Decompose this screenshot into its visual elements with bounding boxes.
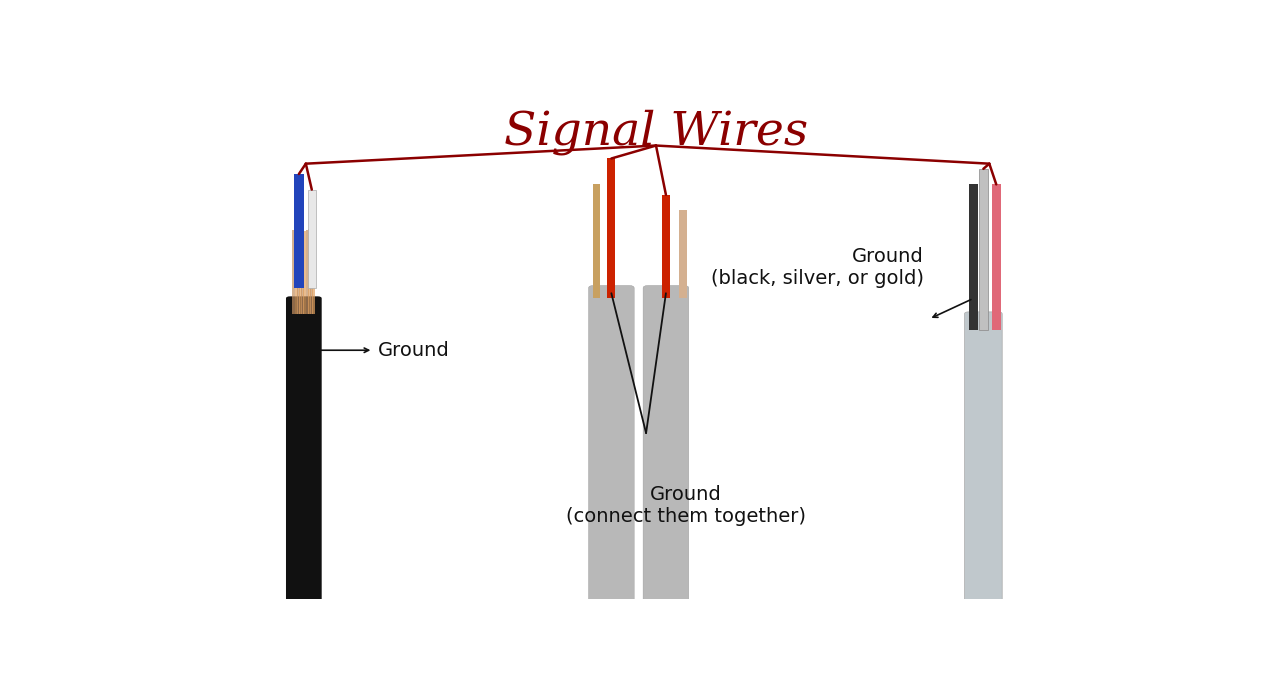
Bar xyxy=(608,159,616,298)
FancyBboxPatch shape xyxy=(965,312,1002,601)
Bar xyxy=(294,234,298,314)
Bar xyxy=(294,174,303,288)
FancyBboxPatch shape xyxy=(643,285,689,602)
FancyBboxPatch shape xyxy=(285,296,321,601)
Bar xyxy=(310,229,314,314)
Bar xyxy=(292,232,296,314)
FancyBboxPatch shape xyxy=(589,285,634,602)
Text: Ground
(connect them together): Ground (connect them together) xyxy=(566,485,806,526)
Bar xyxy=(979,169,988,330)
Bar xyxy=(303,231,306,314)
Bar xyxy=(992,184,1001,330)
Bar xyxy=(306,229,308,314)
Bar xyxy=(593,184,600,298)
Bar xyxy=(969,184,978,330)
Bar xyxy=(678,210,687,298)
Bar xyxy=(307,190,316,288)
Bar xyxy=(301,231,305,314)
Bar xyxy=(312,230,315,314)
Bar xyxy=(662,194,669,298)
Bar xyxy=(308,228,311,314)
Text: Ground: Ground xyxy=(379,341,451,360)
Bar xyxy=(300,232,302,314)
Text: Signal Wires: Signal Wires xyxy=(504,109,808,155)
Bar xyxy=(297,234,300,314)
Text: Ground
(black, silver, or gold): Ground (black, silver, or gold) xyxy=(710,247,924,288)
